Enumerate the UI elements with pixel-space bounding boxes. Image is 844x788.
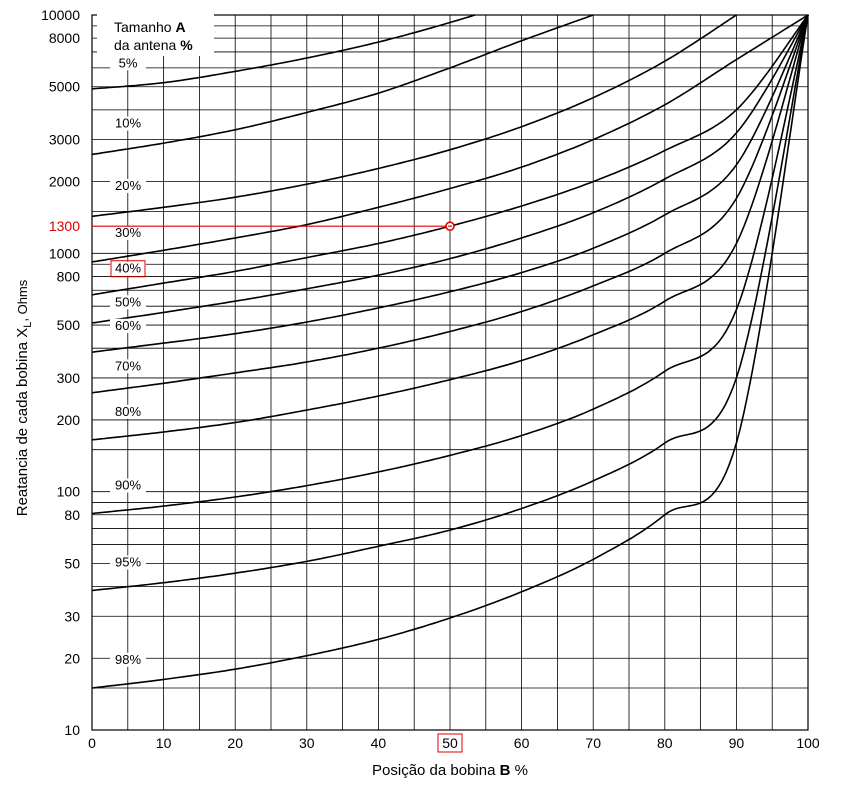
- x-tick-label: 60: [514, 735, 530, 751]
- curve-60pct: [91, 14, 809, 353]
- curve-label-80pct: 80%: [115, 404, 141, 419]
- curve-label-98pct: 98%: [115, 652, 141, 667]
- y-tick-label: 200: [57, 412, 81, 428]
- y-tick-label: 30: [64, 608, 80, 624]
- x-tick-label: 70: [585, 735, 601, 751]
- curve-label-bg: [110, 178, 146, 193]
- curve-label-bg: [110, 652, 146, 667]
- y-tick-label: 1300: [49, 218, 80, 234]
- curve-label-60pct: 60%: [115, 318, 141, 333]
- y-tick-label: 20: [64, 650, 80, 666]
- curve-label-highlight-box: [110, 260, 146, 278]
- highlight: [92, 221, 455, 231]
- curve-label-bg: [110, 478, 146, 493]
- curve-label-30pct: 30%: [115, 225, 141, 240]
- y-tick-label: 10: [64, 722, 80, 738]
- legend-title-word1: Tamanho: [114, 19, 172, 35]
- x-axis-title-text: Posição da bobina: [372, 762, 496, 779]
- curve-label-50pct: 50%: [115, 294, 141, 309]
- curve-98pct: [91, 14, 809, 689]
- curve-95pct: [91, 14, 809, 592]
- y-axis-title-symbol: X: [14, 328, 31, 338]
- grid: [91, 14, 809, 731]
- y-tick-label: 2000: [49, 174, 80, 190]
- curve-30pct: [91, 14, 809, 263]
- y-axis-title: Reatancia de cada bobina XL, Ohms: [14, 279, 34, 516]
- curve-5pct: [91, 14, 476, 90]
- x-tick-label: 20: [227, 735, 243, 751]
- legend-title-bold1: A: [175, 19, 185, 35]
- curve-label-40pct: 40%: [115, 261, 141, 276]
- curve-label-5pct: 5%: [119, 55, 138, 70]
- y-axis-title-text: Reatancia de cada bobina: [14, 341, 31, 516]
- curve-label-bg: [110, 404, 146, 419]
- y-tick-label: 80: [64, 507, 80, 523]
- curve-90pct: [91, 14, 809, 515]
- curve-label-70pct: 70%: [115, 358, 141, 373]
- curve-label-bg: [110, 359, 146, 374]
- y-tick-label: 10000: [41, 7, 80, 23]
- x-tick-label: 50: [442, 735, 458, 751]
- plot-frame: [91, 14, 809, 731]
- y-tick-label: 8000: [49, 30, 80, 46]
- y-tick-label: 500: [57, 317, 81, 333]
- y-tick-label: 800: [57, 268, 81, 284]
- legend-title-bold2: %: [180, 37, 193, 53]
- curve-80pct: [91, 14, 809, 441]
- x-tick-label: 40: [371, 735, 387, 751]
- curve-70pct: [91, 14, 809, 394]
- curve-label-bg: [110, 261, 146, 276]
- x-axis-title-unit: %: [515, 762, 528, 779]
- y-tick-label: 50: [64, 555, 80, 571]
- curve-label-bg: [110, 555, 146, 570]
- curve-50pct: [91, 14, 809, 324]
- curve-label-bg: [110, 116, 146, 131]
- curve-label-10pct: 10%: [115, 115, 141, 130]
- ticks: 0 10 20 30 40 50 60 70 80 90 100 10 20 30 50 80 100 200 30…: [41, 7, 820, 753]
- y-axis-title-unit: , Ohms: [15, 279, 30, 321]
- curves: 5% 10% 20% 30% 40% 50% 60% 70% 80% 90% 95% 98%: [91, 14, 809, 689]
- curve-label-bg: [110, 225, 146, 240]
- curve-20pct: [91, 14, 737, 218]
- x-tick-label: 30: [299, 735, 315, 751]
- x-tick-label: 0: [88, 735, 96, 751]
- legend-title-box: [97, 14, 214, 56]
- y-tick-label: 1000: [49, 245, 80, 261]
- curve-label-20pct: 20%: [115, 178, 141, 193]
- y-tick-label: 3000: [49, 132, 80, 148]
- x-axis-title-bold: B: [500, 762, 511, 779]
- curve-10pct: [91, 14, 594, 156]
- curve-label-bg: [110, 318, 146, 333]
- y-tick-label: 100: [57, 484, 81, 500]
- legend-title-line2: da antena %: [114, 37, 193, 53]
- curve-label-90pct: 90%: [115, 478, 141, 493]
- x-axis-title: Posição da bobina B %: [372, 762, 528, 779]
- y-tick-label: 5000: [49, 79, 80, 95]
- x-tick-label: 90: [729, 735, 745, 751]
- x-tick-label: 10: [156, 735, 172, 751]
- x-tick-label: 100: [796, 735, 820, 751]
- y-axis-title-subscript: L: [22, 322, 34, 328]
- legend-title-word2: da antena: [114, 37, 176, 53]
- curve-label-95pct: 95%: [115, 554, 141, 569]
- x-tick-label: 80: [657, 735, 673, 751]
- legend-title-line1: Tamanho A: [114, 19, 186, 35]
- y-tick-label: 300: [57, 370, 81, 386]
- curve-label-bg: [110, 295, 146, 310]
- x-tick-highlight-box: [437, 733, 463, 753]
- curve-label-bg: [110, 56, 146, 71]
